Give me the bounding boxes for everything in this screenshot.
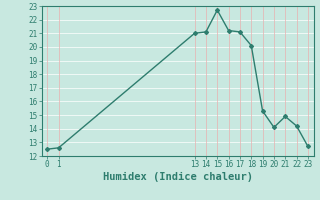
X-axis label: Humidex (Indice chaleur): Humidex (Indice chaleur) — [103, 172, 252, 182]
